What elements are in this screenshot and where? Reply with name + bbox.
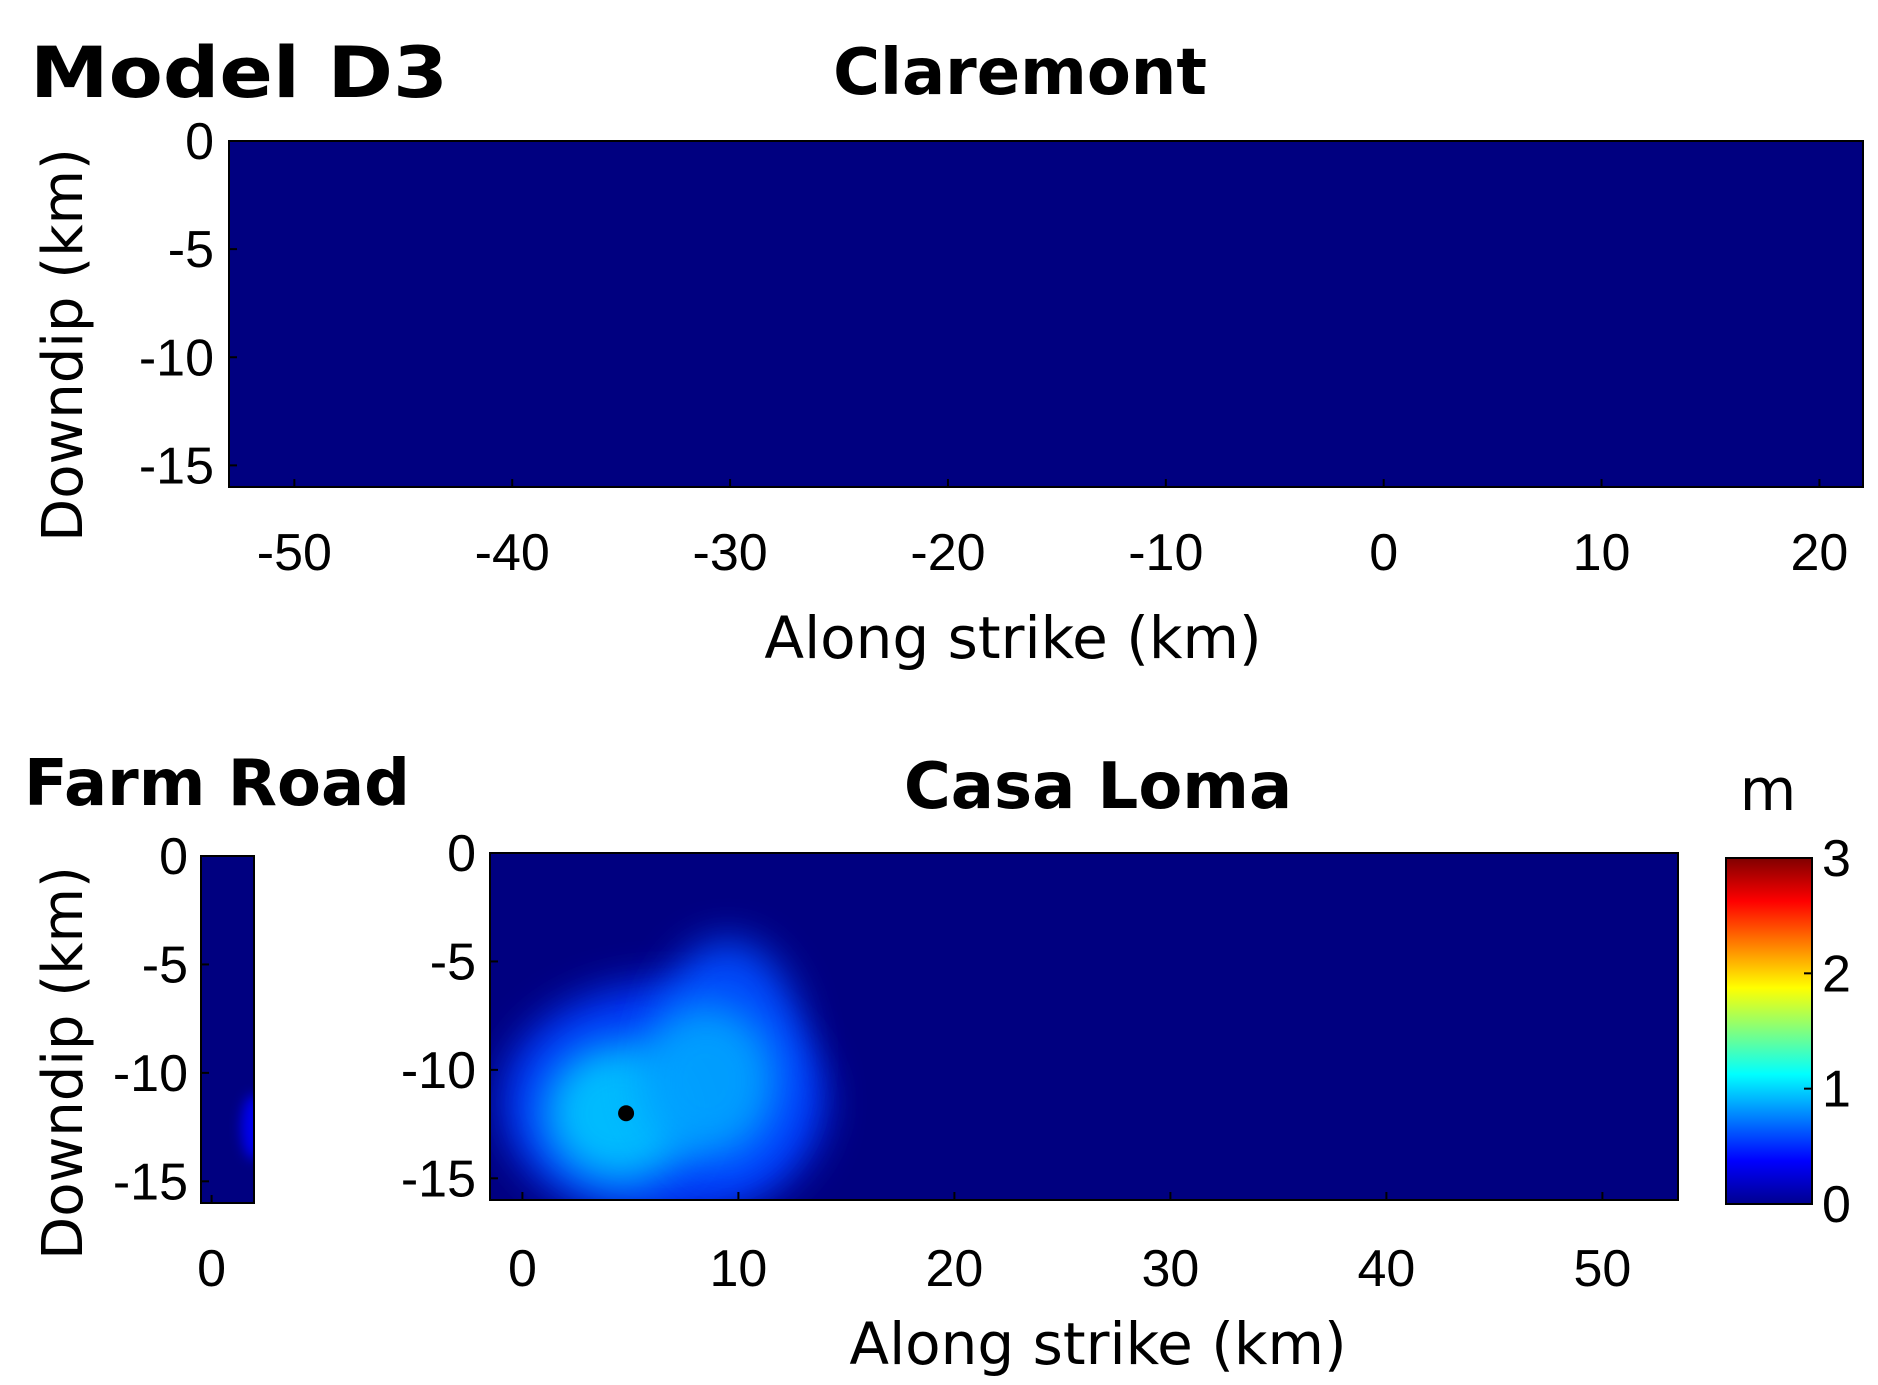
y-tick-label: -15 (401, 1150, 476, 1208)
panel-title: Farm Road (24, 747, 410, 821)
x-axis-label: Along strike (km) (849, 1310, 1346, 1378)
y-tick-label: -10 (401, 1042, 476, 1100)
x-axis-label: Along strike (km) (764, 604, 1261, 672)
panel-claremont: Claremont 0 -5 -10 -15 -50 -40 -30 -20 -10 0 10 20… (31, 36, 1864, 672)
colorbar-tick-label: 0 (1822, 1176, 1851, 1234)
panel-casa-loma: Casa Loma 0 -5 -10 -15 0 10 20 30 40 50 Along st… (401, 750, 1679, 1378)
colorbar-tick-label: 1 (1822, 1061, 1851, 1119)
x-tick-label: 0 (197, 1240, 226, 1298)
slip-patch (636, 1004, 776, 1157)
colorbar-unit-label: m (1740, 756, 1797, 824)
x-tick-label: 20 (925, 1240, 983, 1298)
y-tick-label: -15 (139, 437, 214, 495)
colorbar: m 0 1 2 3 (1725, 756, 1851, 1234)
heatmap-field (229, 141, 1863, 487)
colorbar-ticks: 0 1 2 3 (1804, 830, 1851, 1234)
y-tick-label: -15 (113, 1153, 188, 1211)
y-axis: 0 -5 -10 -15 (139, 113, 237, 495)
x-tick-label: -10 (1128, 524, 1203, 582)
y-tick-label: -5 (168, 221, 214, 279)
x-tick-label: 10 (1573, 524, 1631, 582)
y-tick-label: -10 (113, 1045, 188, 1103)
y-tick-label: -5 (142, 936, 188, 994)
y-axis: 0 -5 -10 -15 (401, 825, 498, 1208)
plot-frame (200, 855, 255, 1204)
x-axis: 0 10 20 30 40 50 (508, 1192, 1631, 1298)
plot-frame (489, 852, 1679, 1201)
x-tick-label: -20 (910, 524, 985, 582)
heatmap-field (490, 853, 1678, 1200)
x-tick-label: 0 (508, 1240, 537, 1298)
y-tick-label: 0 (447, 825, 476, 883)
x-tick-label: 20 (1791, 524, 1849, 582)
x-tick-label: -40 (475, 524, 550, 582)
heatmap-background (229, 141, 1863, 487)
x-tick-label: 0 (1369, 524, 1398, 582)
y-axis-label: Downdip (km) (31, 866, 96, 1260)
panel-farm-road: Farm Road 0 -5 -10 -15 0 Downdip (km) (24, 747, 410, 1298)
x-tick-label: 50 (1573, 1240, 1631, 1298)
plot-frame (228, 140, 1864, 488)
x-tick-label: 30 (1141, 1240, 1199, 1298)
model-label: Model D3 (30, 32, 448, 114)
colorbar-tick-label: 3 (1822, 830, 1851, 888)
panel-title: Claremont (833, 36, 1207, 110)
x-tick-label: -30 (693, 524, 768, 582)
y-axis: 0 -5 -10 -15 (113, 828, 209, 1211)
colorbar-gradient (1725, 857, 1813, 1205)
x-tick-label: 40 (1357, 1240, 1415, 1298)
x-axis: -50 -40 -30 -20 -10 0 10 20 (257, 479, 1849, 582)
heatmap-field (201, 856, 254, 1203)
y-tick-label: -5 (430, 933, 476, 991)
x-tick-label: -50 (257, 524, 332, 582)
y-tick-label: -10 (139, 329, 214, 387)
y-tick-label: 0 (185, 113, 214, 171)
y-tick-label: 0 (159, 828, 188, 886)
panel-title: Casa Loma (904, 750, 1292, 824)
x-axis: 0 (197, 1195, 226, 1298)
slip-patch (241, 1094, 254, 1160)
hypocenter-marker (618, 1105, 635, 1122)
y-axis-label: Downdip (km) (31, 148, 96, 542)
colorbar-tick-label: 2 (1822, 945, 1851, 1003)
x-tick-label: 10 (709, 1240, 767, 1298)
